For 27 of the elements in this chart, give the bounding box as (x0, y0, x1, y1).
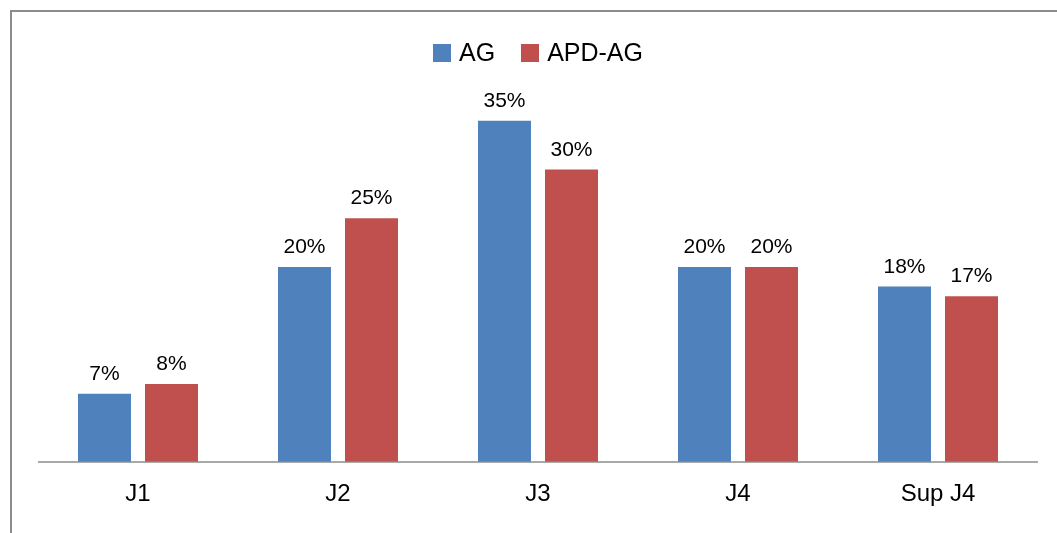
data-label: 35% (483, 87, 526, 111)
bar (278, 267, 331, 462)
bar (945, 296, 998, 462)
data-label: 18% (883, 253, 926, 277)
x-tick-label: J4 (725, 479, 751, 507)
data-label: 7% (89, 360, 120, 384)
data-label: 20% (683, 234, 726, 257)
bar (878, 286, 931, 462)
x-tick-label: J2 (325, 479, 351, 507)
bar (145, 384, 198, 462)
bar (78, 393, 131, 462)
data-label: 8% (156, 351, 187, 374)
x-tick-label: Sup J4 (900, 479, 976, 507)
data-label: 20% (750, 234, 793, 257)
legend-label: AG (459, 38, 496, 67)
data-label: 30% (550, 136, 593, 160)
legend-label: APD-AG (547, 38, 643, 67)
bar (345, 218, 398, 462)
bar (678, 267, 731, 462)
x-tick-label: J1 (125, 479, 151, 507)
data-label: 20% (283, 234, 326, 257)
bar (545, 169, 598, 462)
bar (478, 120, 531, 462)
bar (745, 267, 798, 462)
x-tick-label: J3 (525, 479, 551, 507)
data-label: 17% (950, 263, 993, 287)
data-label: 25% (350, 185, 393, 209)
